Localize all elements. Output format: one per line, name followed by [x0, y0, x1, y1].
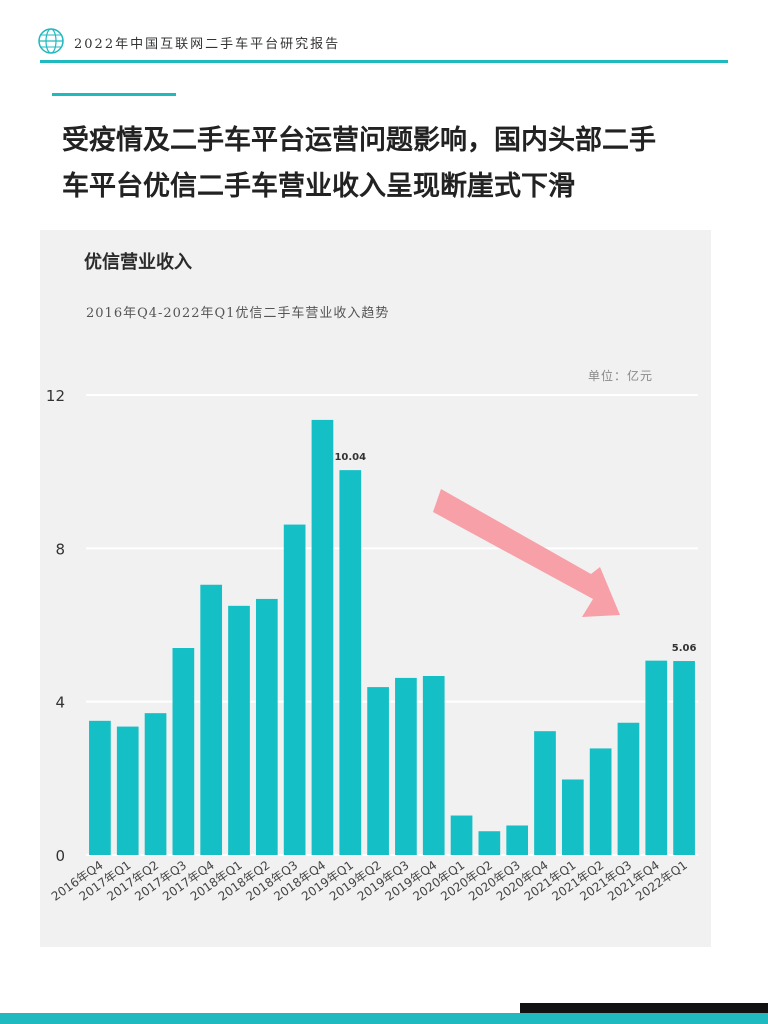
- headline-line-2: 车平台优信二手车营业收入呈现断崖式下滑: [62, 171, 575, 202]
- footer-accent-bar: [0, 1013, 768, 1024]
- bar: [89, 720, 111, 855]
- bar: [144, 713, 167, 855]
- bar: [561, 779, 584, 855]
- bar: [534, 731, 556, 855]
- unit-label: 单位：亿元: [588, 369, 654, 383]
- report-header: 2022年中国互联网二手车平台研究报告: [38, 28, 728, 62]
- bar: [422, 675, 445, 855]
- bar: [673, 661, 695, 855]
- accent-bar: [52, 93, 176, 96]
- globe-icon: [38, 28, 64, 54]
- header-divider: [40, 60, 728, 63]
- bar: [645, 660, 668, 855]
- bar: [478, 831, 501, 855]
- bar: [339, 470, 362, 855]
- bar: [450, 815, 473, 855]
- bar: [255, 598, 278, 855]
- bar: [506, 825, 529, 855]
- bar: [589, 748, 612, 855]
- bar: [116, 726, 139, 855]
- chart-subtitle: 2016年Q4-2022年Q1优信二手车营业收入趋势: [86, 306, 390, 321]
- bar: [617, 722, 640, 855]
- y-tick-label: 12: [46, 387, 65, 405]
- y-tick-label: 4: [55, 694, 65, 712]
- bar: [172, 648, 195, 855]
- page-headline: 受疫情及二手车平台运营问题影响，国内头部二手 车平台优信二手车营业收入呈现断崖式…: [62, 118, 722, 210]
- y-tick-label: 0: [55, 847, 65, 865]
- headline-line-1: 受疫情及二手车平台运营问题影响，国内头部二手: [62, 125, 656, 156]
- y-tick-label: 8: [55, 540, 65, 558]
- footer-black-bar: [520, 1003, 768, 1013]
- trend-arrow: [433, 489, 620, 617]
- bar: [367, 687, 389, 855]
- bar: [283, 524, 306, 855]
- bar: [395, 677, 417, 855]
- report-title: 2022年中国互联网二手车平台研究报告: [74, 37, 341, 52]
- bar: [311, 419, 334, 855]
- bar: [200, 584, 223, 855]
- data-label: 10.04: [334, 452, 366, 463]
- data-label: 5.06: [672, 643, 697, 654]
- bar: [228, 605, 250, 855]
- chart-title: 优信营业收入: [84, 252, 192, 273]
